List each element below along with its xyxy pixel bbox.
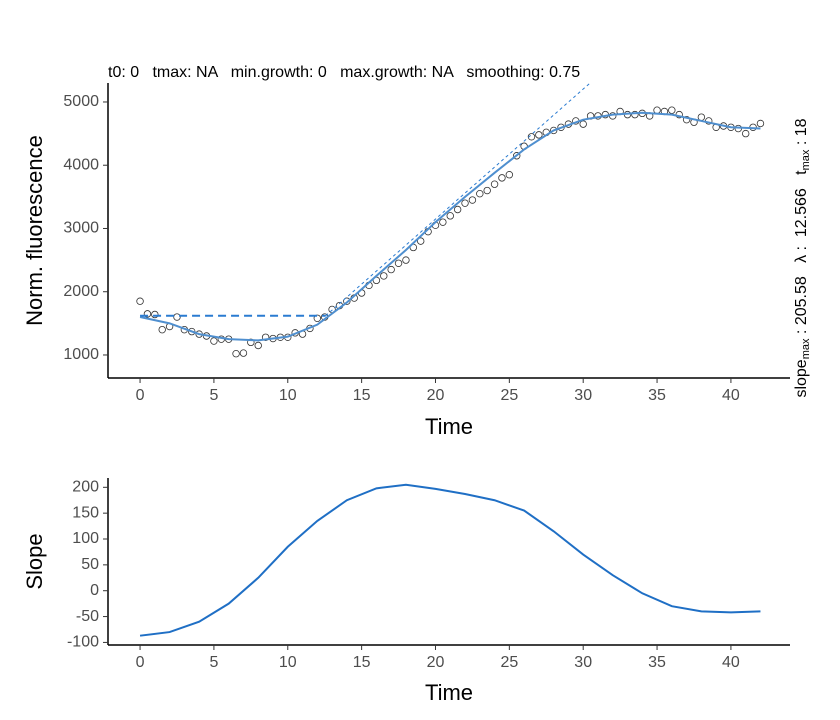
x-tick-label: 40 (722, 654, 740, 671)
spacer (793, 175, 810, 188)
y-tick-label: 3000 (63, 220, 99, 237)
y-tick-label: 1000 (63, 346, 99, 363)
subtitle: t0: 0 tmax: NA min.growth: 0 max.growth:… (108, 64, 580, 81)
data-point (549, 126, 558, 135)
data-point (380, 272, 388, 280)
x-tick-label: 30 (574, 387, 592, 404)
data-point (631, 110, 639, 119)
y-tick-label: 2000 (63, 283, 99, 300)
annotation-sub: max (800, 338, 812, 359)
data-point (453, 205, 462, 214)
annotation-value: : 205.58 (793, 276, 810, 338)
data-point (535, 131, 543, 139)
data-point (417, 237, 425, 245)
data-point (490, 180, 499, 188)
x-tick-label: 0 (136, 387, 145, 404)
y-tick-label: 50 (81, 556, 99, 573)
x-tick-label: 15 (353, 387, 371, 404)
data-point (527, 133, 536, 141)
data-point (387, 265, 395, 274)
annotation-text: λ (793, 255, 810, 263)
data-point (741, 129, 750, 138)
annotation-sub: max (800, 149, 812, 170)
data-point (343, 297, 351, 305)
y-tick-label: 100 (72, 530, 99, 547)
data-point (313, 314, 322, 322)
data-point (439, 218, 447, 226)
y-axis-title: Slope (22, 533, 47, 589)
x-tick-label: 40 (722, 387, 740, 404)
annotation-value: : 12.566 (793, 188, 810, 255)
y-axis-title: Norm. fluorescence (22, 135, 47, 326)
y-tick-label: 0 (90, 582, 99, 599)
data-point (476, 189, 484, 198)
x-tick-label: 5 (209, 387, 218, 404)
annotation: slopemax : 205.58 λ : 12.566 tmax : 18 (793, 118, 812, 397)
data-point (513, 152, 521, 160)
data-point (143, 310, 152, 318)
y-tick-label: 5000 (63, 93, 99, 110)
dotted-line (325, 82, 591, 317)
data-point (756, 119, 765, 128)
x-tick-label: 35 (648, 387, 666, 404)
spacer (793, 263, 810, 276)
data-point (468, 196, 477, 204)
x-tick-label: 20 (427, 387, 445, 404)
data-point (653, 106, 661, 114)
x-tick-label: 10 (279, 387, 297, 404)
data-point (668, 106, 676, 114)
data-point (173, 313, 181, 321)
annotation-text: slope (793, 359, 810, 397)
x-tick-label: 15 (353, 654, 371, 671)
data-point (254, 341, 262, 350)
x-tick-label: 20 (427, 654, 445, 671)
series-line (139, 483, 761, 637)
data-point (579, 120, 587, 128)
y-tick-label: -50 (76, 608, 99, 625)
data-point (247, 338, 255, 347)
y-tick-label: 150 (72, 504, 99, 521)
x-tick-label: 10 (279, 654, 297, 671)
x-tick-label: 30 (574, 654, 592, 671)
data-point (505, 171, 514, 179)
x-tick-label: 0 (136, 654, 145, 671)
x-tick-label: 35 (648, 654, 666, 671)
series-line (139, 111, 761, 342)
data-point (682, 115, 691, 124)
y-tick-label: -100 (67, 634, 99, 651)
data-point (483, 186, 491, 195)
data-point (136, 297, 144, 305)
y-tick-label: 4000 (63, 156, 99, 173)
data-point (151, 310, 159, 319)
data-point (210, 337, 218, 345)
data-point (394, 259, 403, 267)
x-tick-label: 25 (500, 654, 518, 671)
data-point (158, 325, 166, 334)
data-point (402, 256, 410, 264)
data-point (446, 212, 454, 220)
data-point (232, 350, 240, 358)
x-axis-title: Time (425, 680, 473, 705)
annotation-value: : 18 (793, 118, 810, 149)
x-tick-label: 5 (209, 654, 218, 671)
x-tick-label: 25 (500, 387, 518, 404)
x-axis-title: Time (425, 414, 473, 439)
y-tick-label: 200 (72, 479, 99, 496)
annotation-text: t (793, 170, 810, 175)
data-point (261, 333, 270, 341)
data-point (461, 199, 469, 207)
data-point (239, 349, 248, 357)
data-point (498, 174, 506, 182)
